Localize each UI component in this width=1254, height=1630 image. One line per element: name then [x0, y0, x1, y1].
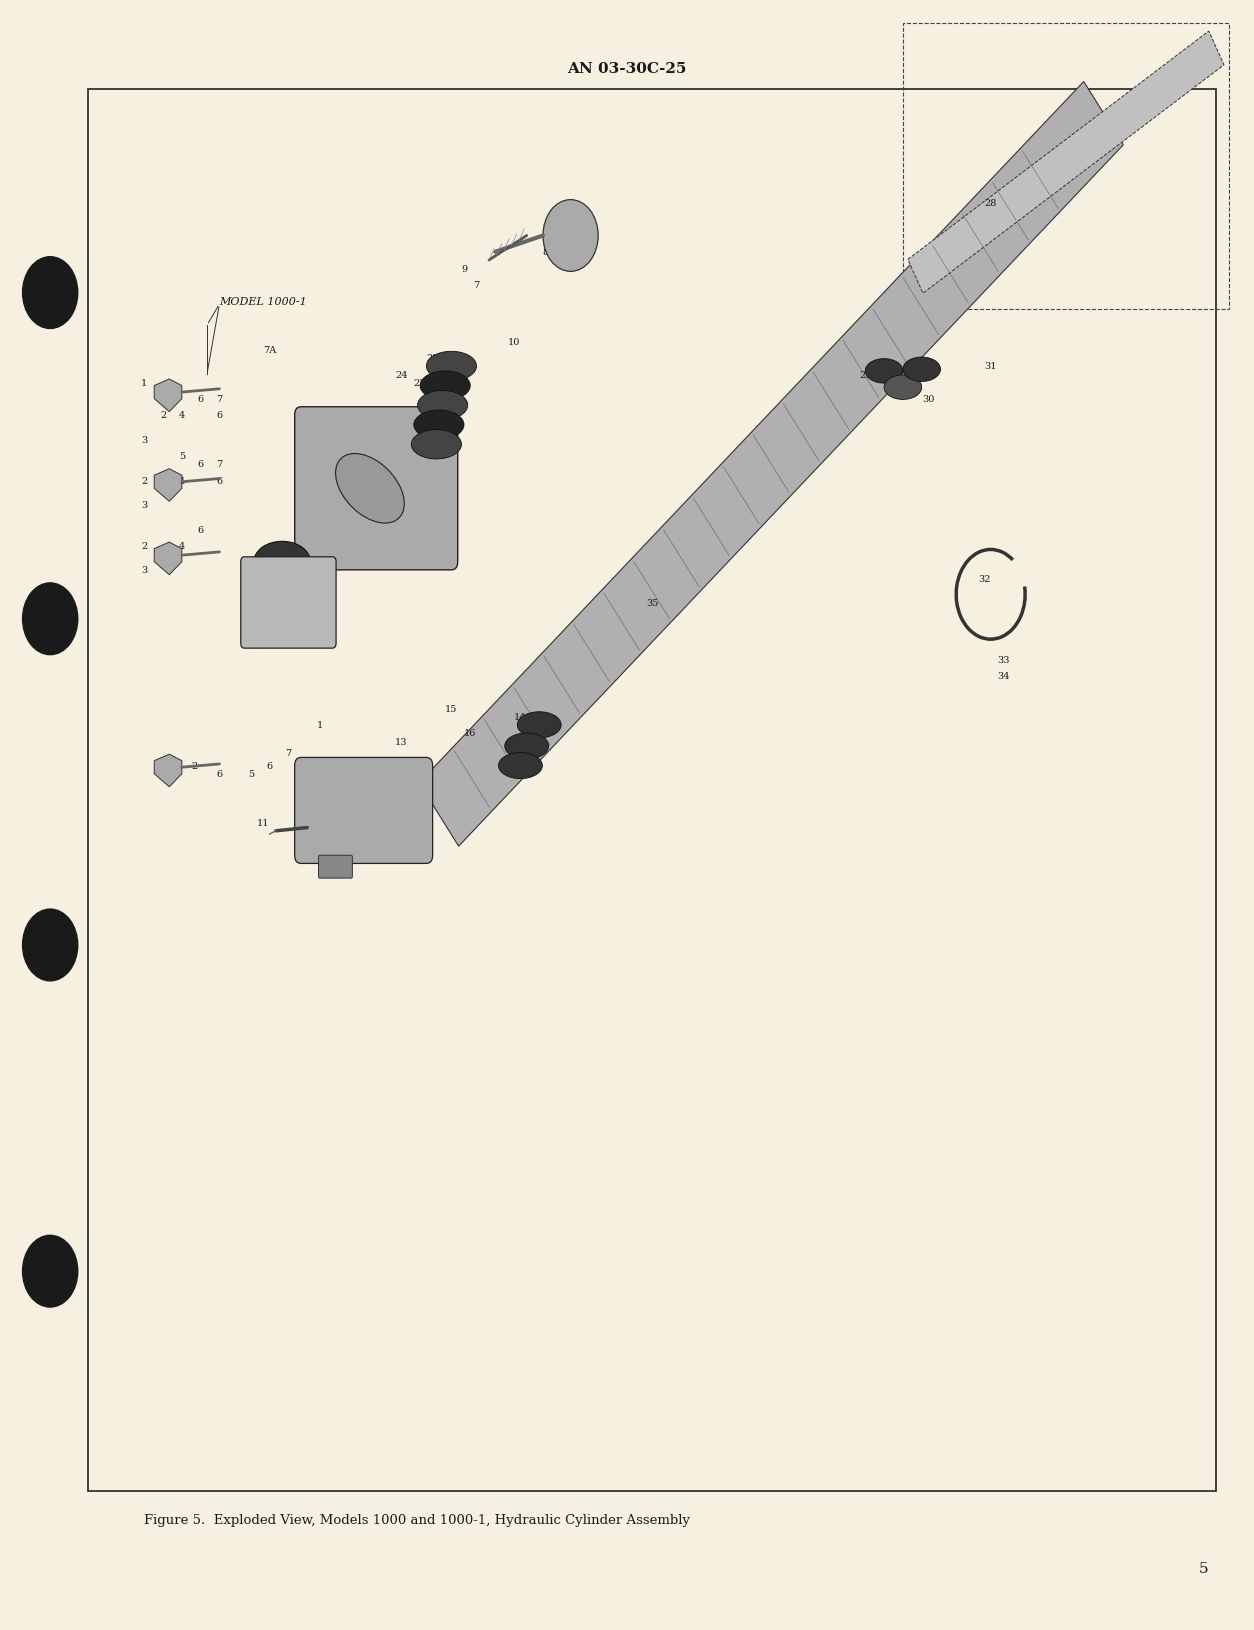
Polygon shape: [154, 380, 182, 412]
Circle shape: [543, 200, 598, 272]
Ellipse shape: [426, 352, 477, 381]
Text: 3: 3: [142, 435, 147, 445]
Circle shape: [23, 258, 78, 329]
Text: 9: 9: [461, 264, 466, 274]
Text: 17: 17: [351, 500, 364, 510]
Text: 2: 2: [161, 411, 166, 421]
Text: 11: 11: [257, 818, 270, 828]
Text: AN 03-30C-25: AN 03-30C-25: [567, 62, 687, 75]
Text: 18: 18: [270, 615, 282, 624]
Circle shape: [23, 584, 78, 655]
Ellipse shape: [884, 375, 922, 401]
Text: 6: 6: [267, 761, 272, 771]
Text: 3: 3: [142, 500, 147, 510]
Text: 3: 3: [167, 778, 172, 787]
Text: 4: 4: [179, 476, 184, 486]
Text: 4: 4: [179, 541, 184, 551]
Text: 7A: 7A: [263, 346, 276, 355]
Polygon shape: [419, 83, 1124, 846]
Bar: [903, 24, 1229, 310]
Text: 29: 29: [859, 370, 872, 380]
Text: 14: 14: [514, 712, 527, 722]
Ellipse shape: [411, 430, 461, 460]
Ellipse shape: [517, 712, 562, 738]
Text: 7: 7: [217, 394, 222, 404]
Text: 26: 26: [376, 435, 389, 445]
Text: 12: 12: [370, 810, 382, 820]
Text: 6: 6: [198, 394, 203, 404]
Text: MODEL 1000-1: MODEL 1000-1: [219, 297, 307, 306]
Text: 23: 23: [414, 378, 426, 388]
Text: 27: 27: [339, 411, 351, 421]
Text: 7: 7: [474, 280, 479, 290]
Text: 21: 21: [439, 362, 451, 372]
Text: 5: 5: [179, 452, 184, 461]
Ellipse shape: [504, 734, 549, 760]
Text: 24: 24: [395, 370, 408, 380]
FancyBboxPatch shape: [241, 557, 336, 649]
Text: 7: 7: [286, 748, 291, 758]
Text: 6: 6: [198, 525, 203, 535]
Ellipse shape: [336, 455, 404, 523]
Polygon shape: [154, 543, 182, 575]
Text: 28: 28: [984, 199, 997, 209]
Text: 7: 7: [217, 460, 222, 469]
Ellipse shape: [498, 753, 542, 779]
Text: 35: 35: [646, 598, 658, 608]
Text: 15: 15: [445, 704, 458, 714]
Text: 25: 25: [370, 411, 382, 421]
Text: Figure 5.  Exploded View, Models 1000 and 1000-1, Hydraulic Cylinder Assembly: Figure 5. Exploded View, Models 1000 and…: [144, 1513, 690, 1526]
Text: 5: 5: [248, 769, 253, 779]
Text: 1: 1: [142, 378, 147, 388]
Polygon shape: [908, 33, 1224, 293]
Text: 2: 2: [192, 761, 197, 771]
Ellipse shape: [253, 541, 311, 584]
Text: 30: 30: [922, 394, 934, 404]
Text: 2: 2: [142, 541, 147, 551]
Ellipse shape: [865, 359, 903, 385]
Text: 4: 4: [179, 411, 184, 421]
Text: 6: 6: [217, 411, 222, 421]
Polygon shape: [154, 755, 182, 787]
Text: 10: 10: [508, 337, 520, 347]
Text: 6: 6: [217, 769, 222, 779]
Text: 13: 13: [395, 737, 408, 747]
FancyBboxPatch shape: [295, 408, 458, 570]
Text: 32: 32: [978, 574, 991, 584]
Text: 16: 16: [464, 729, 477, 738]
Text: 3: 3: [142, 566, 147, 575]
Text: 5: 5: [1199, 1562, 1209, 1575]
Text: 19: 19: [263, 549, 276, 559]
Bar: [88, 90, 1216, 1491]
Text: 33: 33: [997, 655, 1009, 665]
Text: 8: 8: [543, 248, 548, 258]
Circle shape: [23, 910, 78, 981]
Text: 34: 34: [997, 672, 1009, 681]
Polygon shape: [154, 469, 182, 502]
Ellipse shape: [414, 411, 464, 440]
Text: 2: 2: [142, 476, 147, 486]
FancyBboxPatch shape: [295, 758, 433, 864]
Ellipse shape: [903, 357, 940, 383]
Ellipse shape: [418, 391, 468, 421]
FancyBboxPatch shape: [319, 856, 352, 879]
Text: 6: 6: [198, 460, 203, 469]
Circle shape: [23, 1236, 78, 1307]
Ellipse shape: [267, 564, 324, 605]
Text: 1: 1: [317, 720, 322, 730]
Text: 20: 20: [276, 574, 288, 584]
Text: 22: 22: [426, 354, 439, 363]
Text: 6: 6: [217, 476, 222, 486]
Text: 31: 31: [984, 362, 997, 372]
Ellipse shape: [420, 372, 470, 401]
